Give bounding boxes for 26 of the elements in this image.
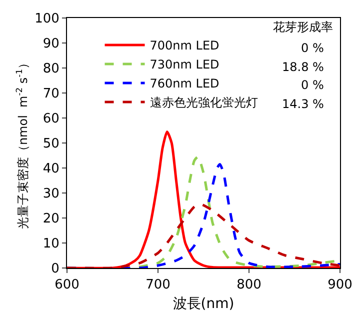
annotation: 18.8 % bbox=[282, 60, 324, 74]
legend-label: 760nm LED bbox=[150, 76, 220, 91]
y-tick-label: 50 bbox=[42, 136, 60, 152]
annotation: 0 % bbox=[301, 41, 324, 55]
legend-label: 730nm LED bbox=[150, 58, 220, 72]
y-tick-label: 90 bbox=[42, 36, 60, 52]
x-tick-label: 600 bbox=[54, 278, 80, 293]
x-tick-label: 900 bbox=[328, 278, 352, 293]
legend-title: 花芽形成率 bbox=[273, 20, 333, 34]
legend-label: 遠赤色光強化蛍光灯 bbox=[150, 96, 258, 110]
y-tick-label: 70 bbox=[42, 86, 60, 102]
x-tick-label: 700 bbox=[146, 278, 170, 293]
annotation: 0 % bbox=[301, 78, 324, 92]
y-tick-label: 60 bbox=[42, 112, 60, 127]
y-tick-label: 80 bbox=[42, 62, 60, 77]
annotation: 14.3 % bbox=[282, 97, 324, 111]
y-tick-label: 30 bbox=[42, 186, 60, 202]
y-tick-label: 20 bbox=[42, 212, 60, 227]
y-tick-label: 40 bbox=[42, 162, 60, 177]
x-tick-label: 800 bbox=[236, 278, 262, 293]
line-series bbox=[67, 203, 340, 268]
x-axis-title: 波長(nm) bbox=[172, 296, 234, 312]
legend-label: 700nm LED bbox=[150, 38, 220, 53]
y-tick-label: 100 bbox=[34, 12, 60, 27]
y-tick-label: 10 bbox=[42, 236, 60, 252]
y-tick-label: 0 bbox=[51, 262, 60, 277]
